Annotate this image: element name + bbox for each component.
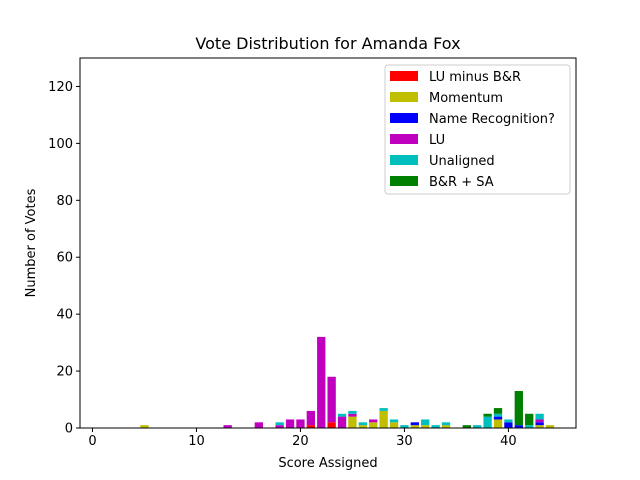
bar-4-27	[535, 413, 544, 420]
bar-3-5	[296, 419, 305, 428]
bar-3-3	[275, 425, 284, 428]
bar-1-12	[369, 422, 378, 428]
legend-swatch-5	[390, 176, 418, 186]
y-tick-label-2: 40	[56, 308, 73, 323]
bar-0-6	[306, 425, 315, 428]
x-axis-label: Score Assigned	[278, 456, 377, 471]
y-tick-label-3: 60	[56, 251, 73, 266]
bar-2-24	[504, 422, 513, 428]
legend-frame	[384, 64, 571, 195]
bar-0-8	[327, 422, 336, 428]
y-tick-label-0: 0	[65, 422, 73, 437]
bar-4-3	[275, 422, 284, 426]
bar-4-19	[441, 422, 451, 426]
bar-3-9	[337, 416, 347, 428]
bar-1-13	[379, 410, 388, 428]
x-axis: 0 10 20 30 40	[88, 428, 517, 449]
bar-1-27	[535, 425, 544, 428]
legend-label-2: Name Recognition?	[429, 112, 555, 127]
legend-label-3: LU	[429, 133, 445, 148]
bar-5-25	[514, 391, 523, 426]
bar-3-10	[348, 413, 357, 417]
y-tick-label-6: 120	[48, 80, 73, 95]
x-tick-label-1: 10	[188, 434, 205, 449]
bar-4-17	[421, 419, 430, 426]
bar-3-6	[306, 410, 315, 426]
bar-1-28	[545, 425, 555, 428]
bar-4-24	[504, 419, 513, 423]
bar-5-26	[525, 413, 534, 426]
bar-5-23	[493, 408, 503, 414]
legend-swatch-0	[390, 71, 418, 81]
bar-4-15	[400, 425, 409, 428]
legend-swatch-4	[390, 155, 418, 165]
y-axis-label: Number of Votes	[24, 188, 39, 297]
plot-frame	[79, 57, 577, 429]
legend-label-1: Momentum	[429, 91, 503, 106]
legend-label-4: Unaligned	[429, 154, 495, 169]
chart-title: Vote Distribution for Amanda Fox	[195, 34, 460, 53]
bars-layer	[140, 336, 555, 428]
y-tick-label-4: 80	[56, 194, 73, 209]
legend: LU minus B&R Momentum Name Recognition? LU U…	[384, 64, 571, 195]
bar-1-11	[358, 425, 367, 428]
x-tick-label-3: 30	[396, 434, 413, 449]
bar-1-14	[389, 422, 399, 428]
bar-2-16	[410, 422, 419, 426]
bar-5-22	[483, 413, 492, 417]
bar-3-27	[535, 419, 544, 423]
y-tick-label-5: 100	[48, 137, 73, 152]
bar-3-1	[223, 425, 232, 428]
bar-4-11	[358, 422, 367, 426]
bar-3-12	[369, 419, 378, 423]
bar-4-10	[348, 410, 357, 414]
bar-1-10	[348, 416, 357, 428]
bar-1-0	[140, 425, 149, 428]
bar-4-22	[483, 416, 492, 428]
legend-swatch-2	[390, 113, 418, 123]
y-axis: 0 20 40 60 80 100 120	[48, 80, 80, 437]
bar-3-8	[327, 376, 336, 423]
x-tick-label-0: 0	[88, 434, 96, 449]
bar-1-16	[410, 425, 419, 428]
bar-1-23	[493, 419, 503, 428]
bar-4-9	[337, 413, 347, 417]
y-tick-label-1: 20	[56, 365, 73, 380]
bar-1-19	[441, 425, 451, 428]
bar-2-25	[514, 425, 523, 428]
bar-2-27	[535, 422, 544, 426]
legend-label-0: LU minus B&R	[429, 70, 521, 85]
bar-4-13	[379, 408, 388, 411]
legend-swatch-1	[390, 92, 418, 102]
bar-4-14	[389, 419, 399, 423]
legend-swatch-3	[390, 134, 418, 144]
bar-5-20	[462, 425, 471, 428]
x-tick-label-2: 20	[292, 434, 309, 449]
legend-label-5: B&R + SA	[429, 175, 494, 190]
bar-3-7	[317, 336, 326, 428]
bar-2-23	[493, 416, 503, 420]
bar-3-4	[285, 419, 295, 428]
bar-4-21	[473, 425, 482, 428]
bar-4-18	[431, 425, 440, 428]
bar-4-23	[493, 413, 503, 417]
x-tick-label-4: 40	[500, 434, 517, 449]
bar-4-26	[525, 425, 534, 428]
bar-3-2	[254, 422, 264, 428]
bar-1-17	[421, 425, 430, 428]
